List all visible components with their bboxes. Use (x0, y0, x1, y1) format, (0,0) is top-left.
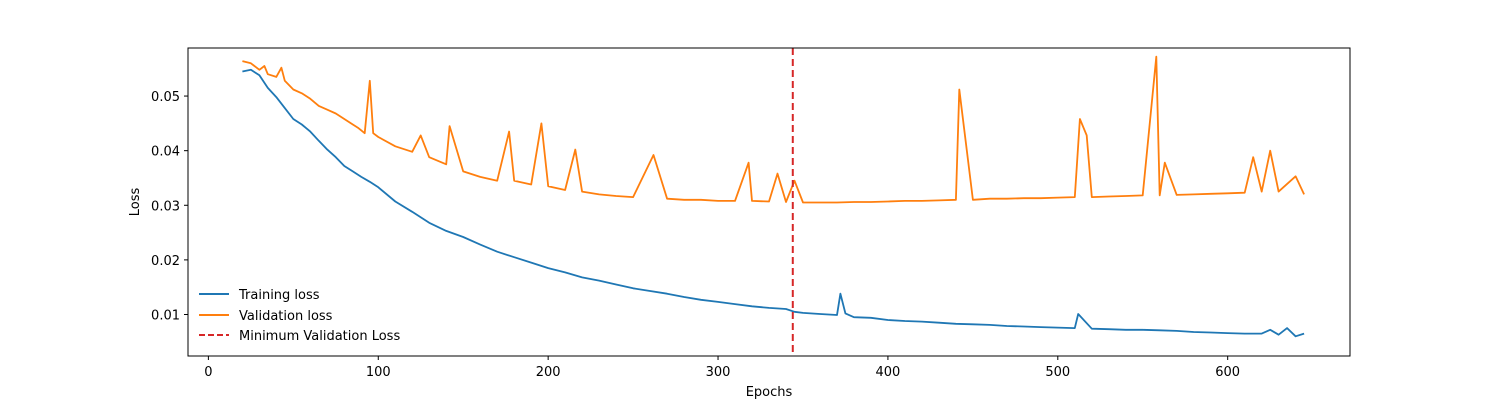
y-axis-label: Loss (128, 188, 143, 217)
y-axis-ticks: 0.01 0.02 0.03 0.04 0.05 (151, 90, 188, 323)
series-line-training-loss (242, 68, 1305, 338)
y-tick-label: 0.05 (151, 90, 180, 105)
y-tick-label: 0.03 (151, 199, 180, 214)
x-tick-label: 400 (876, 365, 901, 380)
legend: Training loss Validation loss Minimum Va… (199, 288, 400, 344)
y-tick-label: 0.04 (151, 145, 180, 160)
x-tick-label: 0 (204, 365, 212, 380)
series-line-validation-loss (242, 55, 1305, 204)
legend-label-training: Training loss (238, 288, 320, 303)
x-tick-label: 100 (366, 365, 391, 380)
x-axis-label: Epochs (746, 385, 793, 400)
plot-frame (187, 47, 1351, 357)
y-tick-label: 0.01 (151, 308, 180, 323)
y-tick-label: 0.02 (151, 254, 180, 269)
legend-label-validation: Validation loss (239, 309, 333, 324)
x-tick-label: 600 (1215, 365, 1240, 380)
series-layer (242, 55, 1305, 338)
x-tick-label: 500 (1045, 365, 1070, 380)
x-tick-label: 300 (706, 365, 731, 380)
legend-label-min-val: Minimum Validation Loss (239, 329, 400, 344)
x-axis-ticks: 0 100 200 300 400 500 600 (204, 356, 1240, 380)
x-tick-label: 200 (536, 365, 561, 380)
